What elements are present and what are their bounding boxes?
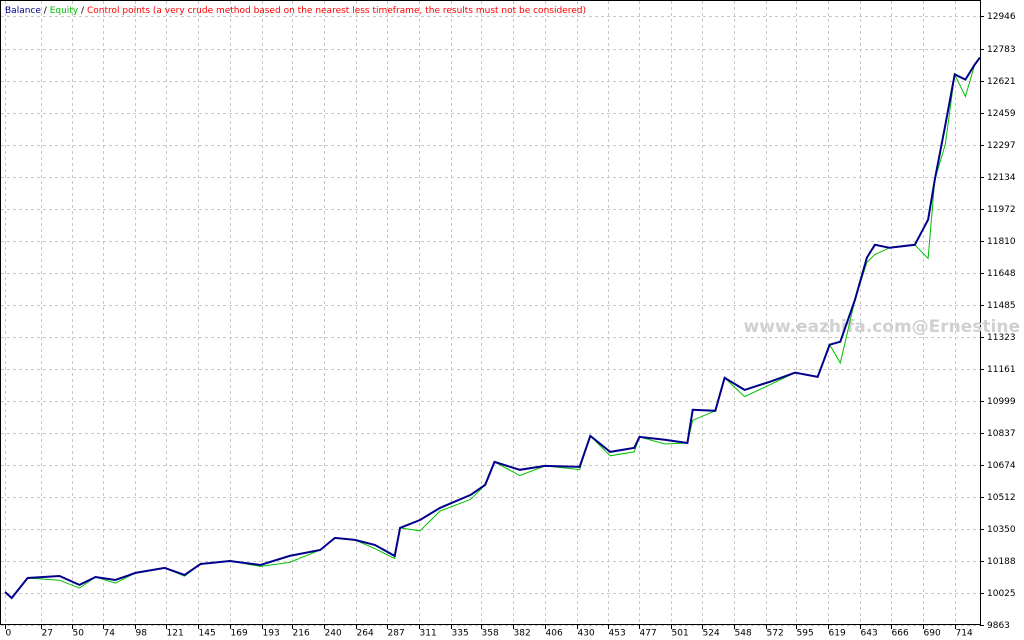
watermark: www.eazhifa.com@Ernestine <box>744 317 1020 337</box>
y-tick-label: 12297 <box>987 141 1016 151</box>
x-tick-label: 358 <box>482 629 499 639</box>
legend: Balance / Equity / Control points (a ver… <box>5 6 586 16</box>
legend-separator: / <box>44 6 48 16</box>
legend-entry: Balance <box>5 6 41 16</box>
x-tick-label: 74 <box>104 629 116 639</box>
annotation: Control points (a very crude method base… <box>87 6 586 16</box>
x-tick-label: 169 <box>231 629 248 639</box>
x-tick-label: 595 <box>797 629 814 639</box>
y-tick-label: 12134 <box>987 173 1016 183</box>
balance-line <box>4 56 981 600</box>
x-tick-label: 287 <box>388 629 405 639</box>
legend-entry: Equity <box>50 6 79 16</box>
x-tick-label: 50 <box>73 629 85 639</box>
x-tick-label: 453 <box>609 629 626 639</box>
x-tick-label: 240 <box>325 629 342 639</box>
y-tick-label: 10674 <box>987 461 1016 471</box>
legend-separator: / <box>81 6 85 16</box>
x-tick-label: 145 <box>199 629 216 639</box>
y-tick-label: 10999 <box>987 397 1016 407</box>
y-tick-label: 10025 <box>987 589 1016 599</box>
x-tick-label: 121 <box>167 629 184 639</box>
y-tick-label: 9863 <box>987 621 1010 631</box>
x-tick-label: 643 <box>861 629 878 639</box>
x-tick-label: 572 <box>767 629 784 639</box>
x-tick-label: 430 <box>578 629 595 639</box>
y-tick-label: 11972 <box>987 205 1016 215</box>
x-tick-label: 311 <box>420 629 437 639</box>
x-tick-label: 406 <box>546 629 563 639</box>
plot-frame <box>0 0 981 625</box>
y-tick-label: 11323 <box>987 333 1016 343</box>
y-tick-label: 11485 <box>987 301 1016 311</box>
x-tick-label: 524 <box>703 629 720 639</box>
y-tick-label: 10837 <box>987 429 1016 439</box>
x-tick-label: 477 <box>640 629 657 639</box>
x-tick-label: 193 <box>263 629 280 639</box>
equity-line <box>4 57 981 599</box>
y-tick-label: 11810 <box>987 237 1016 247</box>
x-tick-label: 666 <box>892 629 909 639</box>
y-tick-label: 12621 <box>987 77 1016 87</box>
x-tick-label: 619 <box>829 629 846 639</box>
y-tick-label: 12459 <box>987 109 1016 119</box>
y-tick-label: 12946 <box>987 12 1016 22</box>
y-tick-label: 10512 <box>987 493 1016 503</box>
x-tick-label: 548 <box>735 629 752 639</box>
x-tick-label: 27 <box>42 629 53 639</box>
x-tick-label: 335 <box>452 629 469 639</box>
y-tick-label: 10350 <box>987 525 1016 535</box>
x-tick-label: 501 <box>672 629 689 639</box>
y-tick-label: 12783 <box>987 45 1016 55</box>
y-tick-label: 11161 <box>987 365 1016 375</box>
x-tick-label: 690 <box>924 629 941 639</box>
y-tick-label: 10188 <box>987 557 1016 567</box>
x-tick-label: 216 <box>293 629 310 639</box>
x-tick-label: 264 <box>357 629 374 639</box>
x-tick-label: 714 <box>956 629 973 639</box>
x-tick-label: 98 <box>136 629 148 639</box>
y-tick-label: 11648 <box>987 269 1016 279</box>
x-tick-label: 382 <box>514 629 531 639</box>
x-tick-label: 0 <box>6 629 12 639</box>
